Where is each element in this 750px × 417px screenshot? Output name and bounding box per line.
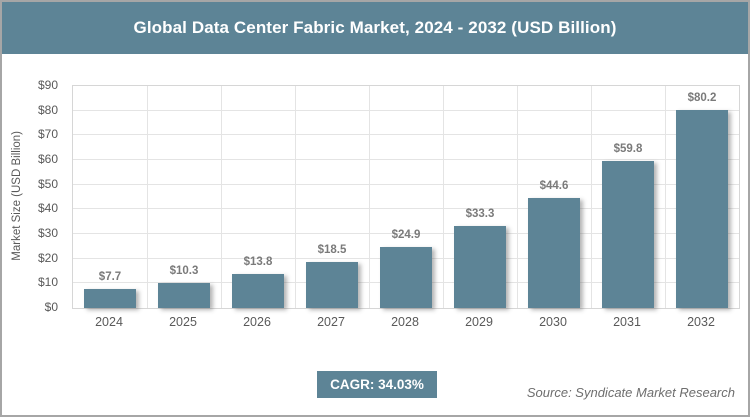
bar-value-label: $59.8 [613, 142, 643, 155]
bar-value-label: $44.6 [539, 180, 569, 192]
cagr-badge-text: CAGR: 34.03% [330, 377, 424, 392]
bar-column: $44.6 [517, 86, 591, 308]
bar-value-label: $18.5 [317, 244, 347, 257]
gridline-vertical [147, 86, 148, 308]
x-tick-label: 2026 [243, 315, 271, 329]
gridline-vertical [443, 86, 444, 308]
chart-title: Global Data Center Fabric Market, 2024 -… [133, 18, 617, 37]
bar-column: $80.2 [665, 86, 739, 308]
gridline-vertical [665, 86, 666, 308]
bar [528, 198, 580, 308]
bar-column: $33.3 [443, 86, 517, 308]
gridline-vertical [369, 86, 370, 308]
y-tick-label: $40 [37, 201, 58, 216]
x-tick-label: 2025 [169, 315, 197, 329]
bar [602, 160, 654, 308]
gridline-vertical [591, 86, 592, 308]
bar-column: $13.8 [221, 86, 295, 308]
bar-value-label: $10.3 [169, 264, 199, 277]
x-tick-label: 2028 [391, 315, 419, 329]
cagr-badge: CAGR: 34.03% [317, 371, 437, 398]
gridline-vertical [295, 86, 296, 308]
bar-column: $10.3 [147, 86, 221, 308]
y-axis-ticks: $0 $10 $20 $30 $40 $50 $60 $70 $80 $90 [2, 78, 62, 314]
gridline-horizontal [73, 233, 739, 234]
y-tick-label: $60 [37, 152, 58, 166]
y-tick-label: $90 [37, 78, 58, 92]
bar [676, 110, 728, 308]
y-tick-label: $0 [44, 300, 58, 314]
y-tick-label: $50 [37, 176, 58, 191]
x-tick-label: 2029 [465, 315, 493, 329]
plot-area: $7.7 $10.3 $13.8 $18.5 $24.9 $33.3 $44.6 $59.8 $… [72, 85, 740, 309]
bar [232, 273, 284, 308]
x-tick-label: 2030 [539, 315, 567, 329]
gridline-horizontal [73, 134, 739, 136]
gridline-vertical [221, 86, 222, 308]
y-tick-label: $20 [37, 250, 58, 265]
bar-column: $24.9 [369, 86, 443, 308]
bar-column: $7.7 [73, 86, 147, 308]
bar [454, 225, 506, 308]
bar [84, 289, 136, 308]
bar [380, 246, 432, 308]
gridline-vertical [517, 86, 518, 308]
gridline-horizontal [73, 159, 739, 160]
x-tick-label: 2024 [95, 315, 123, 329]
bar [306, 262, 358, 308]
y-tick-label: $10 [37, 275, 58, 290]
bar-value-label: $33.3 [465, 207, 495, 220]
bar-value-label: $13.8 [243, 255, 273, 268]
y-tick-label: $80 [37, 102, 58, 117]
gridline-horizontal [73, 208, 739, 210]
source-text: Source: Syndicate Market Research [526, 385, 735, 400]
x-tick-label: 2032 [687, 315, 715, 329]
x-axis-labels: 2024 2025 2026 2027 2028 2029 2030 2031 2032 [72, 315, 738, 331]
bar-column: $59.8 [591, 86, 665, 308]
bar [158, 282, 210, 308]
gridline-horizontal [73, 109, 739, 111]
x-tick-label: 2027 [317, 315, 345, 329]
gridline-horizontal [73, 183, 739, 185]
bar-value-label: $24.9 [391, 228, 421, 241]
chart-title-bar: Global Data Center Fabric Market, 2024 -… [2, 2, 748, 54]
y-tick-label: $30 [37, 226, 58, 240]
bar-column: $18.5 [295, 86, 369, 308]
bar-value-label: $80.2 [687, 92, 717, 105]
bar-value-label: $7.7 [98, 271, 122, 284]
y-tick-label: $70 [37, 127, 58, 142]
x-tick-label: 2031 [613, 315, 641, 329]
